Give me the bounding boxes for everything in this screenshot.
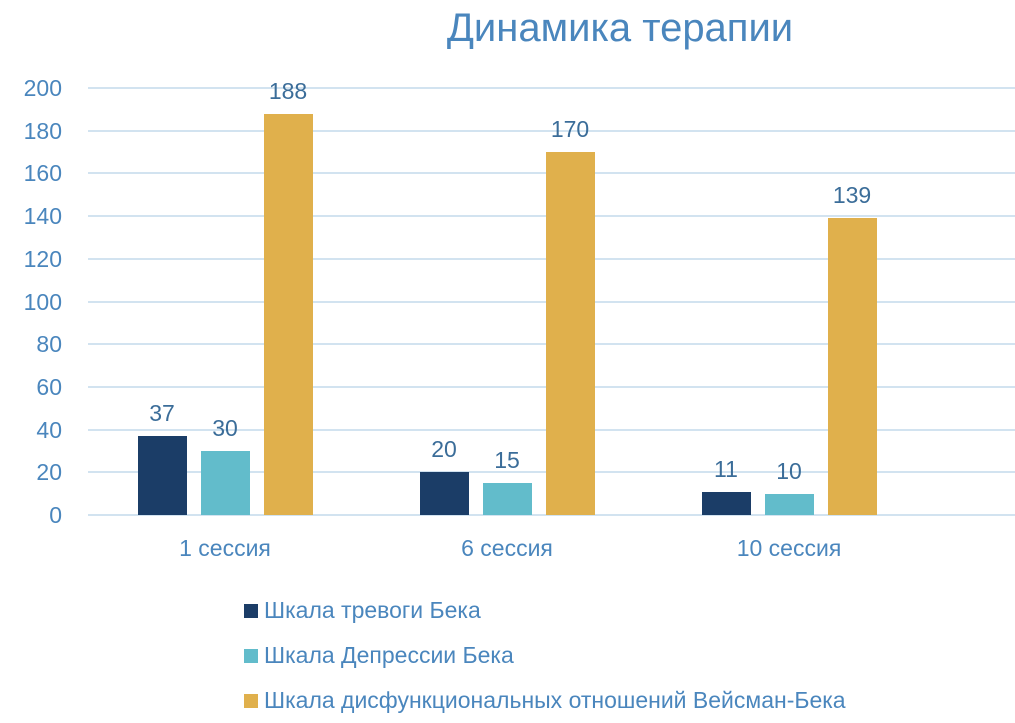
y-tick-label: 80	[36, 331, 62, 358]
bar[interactable]	[545, 152, 595, 515]
bar[interactable]	[827, 218, 877, 515]
bar[interactable]	[137, 436, 187, 515]
x-tick-label: 1 сессия	[179, 535, 271, 561]
y-tick-label: 160	[23, 160, 62, 187]
x-tick-label: 6 сессия	[461, 535, 553, 561]
data-label: 30	[212, 414, 238, 441]
y-tick-label: 0	[49, 502, 62, 528]
legend: Шкала тревоги Бека Шкала Депрессии Бека Шк…	[244, 588, 846, 723]
y-tick-label: 20	[36, 459, 62, 486]
data-label: 188	[268, 77, 308, 104]
legend-item[interactable]: Шкала дисфункциональных отношений Вейсма…	[244, 678, 846, 723]
data-label: 37	[149, 400, 175, 426]
y-tick-label: 100	[23, 288, 62, 315]
bar[interactable]	[263, 113, 313, 515]
y-tick-label: 40	[36, 416, 62, 443]
y-tick-label: 60	[36, 373, 62, 400]
y-tick-label: 200	[23, 75, 62, 101]
bar[interactable]	[701, 491, 751, 515]
data-label: 15	[494, 446, 520, 473]
data-label: 20	[431, 436, 457, 463]
data-label: 11	[714, 455, 738, 482]
gridline	[88, 87, 1015, 90]
legend-swatch-icon	[244, 693, 258, 708]
data-label: 139	[832, 182, 872, 209]
bar[interactable]	[200, 450, 250, 515]
legend-swatch-icon	[244, 648, 258, 663]
bar[interactable]	[482, 482, 532, 515]
y-tick-label: 180	[23, 117, 62, 144]
bar[interactable]	[419, 472, 469, 515]
legend-label: Шкала Депрессии Бека	[264, 642, 514, 668]
gridline	[88, 514, 1015, 516]
plot-area: 37 30 188 20 15 170 11 10 139	[88, 78, 1015, 516]
y-tick-label: 140	[23, 203, 62, 230]
gridline	[88, 129, 1015, 132]
legend-swatch-icon	[244, 603, 258, 618]
legend-label: Шкала дисфункциональных отношений Вейсма…	[264, 687, 846, 713]
chart-title: Динамика терапии	[446, 6, 794, 50]
bar[interactable]	[764, 493, 814, 515]
legend-label: Шкала тревоги Бека	[264, 597, 481, 623]
x-tick-label: 10 сессия	[736, 535, 842, 561]
y-tick-label: 120	[23, 245, 62, 272]
legend-item[interactable]: Шкала тревоги Бека	[244, 588, 846, 633]
data-label: 170	[550, 116, 590, 143]
data-label: 10	[776, 457, 802, 484]
legend-item[interactable]: Шкала Депрессии Бека	[244, 633, 846, 678]
